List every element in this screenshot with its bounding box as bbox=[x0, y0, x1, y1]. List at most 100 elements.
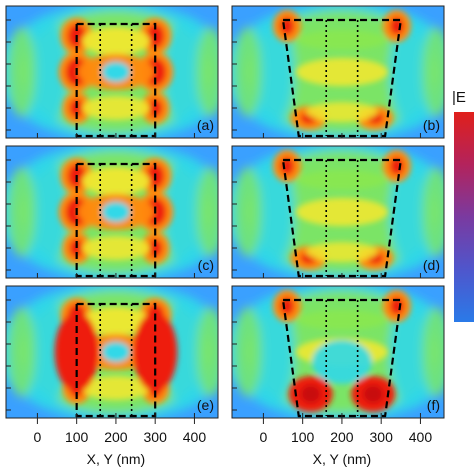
field-side-right-2 bbox=[196, 27, 218, 117]
hotspot-core bbox=[363, 385, 384, 403]
panel-b: (b) bbox=[231, 5, 445, 139]
interior-band bbox=[305, 102, 378, 122]
field-hotspots bbox=[54, 298, 178, 404]
boundary-dashed bbox=[75, 22, 157, 138]
field-side-right-2 bbox=[422, 307, 444, 397]
colorbar-gradient bbox=[454, 112, 474, 322]
field-map-a bbox=[6, 6, 218, 138]
panel-a: (a) bbox=[5, 5, 219, 139]
structure-outline-a bbox=[75, 22, 157, 138]
boundary-dashed bbox=[281, 298, 403, 418]
panel-frame bbox=[5, 145, 219, 279]
structure-outline-c bbox=[75, 162, 157, 278]
field-side-right-2 bbox=[196, 307, 218, 397]
colorbar-title: |E bbox=[452, 89, 466, 106]
x-axis: 0 100 200 300 400 0 100 200 300 400 bbox=[34, 418, 433, 445]
panel-label-b: (b) bbox=[423, 117, 440, 133]
interior-node bbox=[101, 62, 130, 82]
interior-band bbox=[81, 376, 150, 400]
x-tick-label: 100 bbox=[65, 429, 89, 445]
interior-band bbox=[81, 236, 150, 260]
field-side-left-2 bbox=[7, 167, 36, 257]
field-side-right bbox=[163, 17, 208, 127]
interior-band bbox=[305, 242, 378, 262]
interior-band bbox=[297, 30, 386, 50]
interior-band bbox=[297, 170, 386, 190]
hotspot-core bbox=[280, 17, 295, 35]
panel-frame bbox=[231, 5, 445, 139]
interior-band bbox=[81, 167, 150, 195]
panels-layer: (a) (b) (c) (d) (e) (f) bbox=[5, 5, 445, 419]
field-side-left-2 bbox=[233, 307, 262, 397]
panel-label-c: (c) bbox=[198, 257, 214, 273]
x-tick-label: 100 bbox=[291, 429, 315, 445]
hotspot-core bbox=[148, 239, 163, 257]
x-axis-label: X, Y (nm) bbox=[87, 451, 146, 467]
boundary-dashed bbox=[281, 18, 403, 138]
panel-c: (c) bbox=[5, 145, 219, 279]
boundary-dashed bbox=[281, 158, 403, 278]
field-side-right bbox=[389, 17, 434, 127]
field-side-left bbox=[24, 17, 69, 127]
field-side-left bbox=[250, 297, 295, 407]
field-side-right-2 bbox=[422, 27, 444, 117]
panel-e: (e) bbox=[5, 285, 219, 419]
panel-label-f: (f) bbox=[427, 397, 440, 413]
interior-node bbox=[311, 340, 372, 384]
panel-frame bbox=[5, 285, 219, 419]
x-tick-label: 200 bbox=[330, 429, 354, 445]
panel-label-e: (e) bbox=[197, 397, 214, 413]
interior-band bbox=[81, 307, 150, 335]
field-side-right bbox=[163, 157, 208, 267]
field-side-left bbox=[250, 17, 295, 127]
panel-frame bbox=[231, 285, 445, 419]
panel-label-d: (d) bbox=[423, 257, 440, 273]
interior-band bbox=[295, 198, 388, 226]
interior-band bbox=[295, 58, 388, 86]
panel-frame bbox=[5, 5, 219, 139]
field-side-right bbox=[389, 297, 434, 407]
field-side-left-2 bbox=[7, 307, 36, 397]
x-tick-label: 0 bbox=[34, 429, 42, 445]
field-side-left bbox=[24, 297, 69, 407]
structure-outline-d bbox=[281, 158, 403, 278]
field-side-right bbox=[163, 297, 208, 407]
field-side-left-2 bbox=[7, 27, 36, 117]
field-side-right bbox=[389, 157, 434, 267]
hotspot-core bbox=[148, 99, 163, 117]
hotspot-core bbox=[280, 297, 295, 315]
field-hotspots bbox=[273, 290, 411, 412]
field-side-left bbox=[24, 157, 69, 267]
field-side-left-2 bbox=[233, 27, 262, 117]
boundary-dashed bbox=[75, 162, 157, 278]
field-map-c bbox=[6, 146, 218, 278]
hotspot-core bbox=[280, 157, 295, 175]
interior-band bbox=[81, 27, 150, 55]
interior-node bbox=[101, 342, 130, 362]
interior-band bbox=[81, 96, 150, 120]
panel-frame bbox=[231, 145, 445, 279]
x-axis-label-right: X, Y (nm) bbox=[313, 451, 372, 467]
interior-band bbox=[297, 310, 386, 330]
hotspot-core bbox=[300, 385, 321, 403]
field-side-right-2 bbox=[422, 167, 444, 257]
structure-outline-b bbox=[281, 18, 403, 138]
colorbar: |E bbox=[452, 89, 474, 322]
x-tick-label: 0 bbox=[260, 429, 268, 445]
x-tick-label: 300 bbox=[370, 429, 394, 445]
panel-label-a: (a) bbox=[197, 117, 214, 133]
panel-f: (f) bbox=[231, 285, 445, 419]
hotspot-core bbox=[389, 297, 404, 315]
x-tick-label: 200 bbox=[104, 429, 128, 445]
field-hotspots bbox=[58, 18, 174, 124]
structure-outline-f bbox=[281, 298, 403, 418]
hotspot-core bbox=[389, 157, 404, 175]
field-side-left-2 bbox=[233, 167, 262, 257]
field-side-right-2 bbox=[196, 167, 218, 257]
field-hotspots bbox=[273, 150, 411, 270]
structure-outline-e bbox=[75, 302, 157, 418]
x-tick-label: 400 bbox=[409, 429, 433, 445]
hotspot-core bbox=[389, 17, 404, 35]
interior-node bbox=[101, 202, 130, 222]
